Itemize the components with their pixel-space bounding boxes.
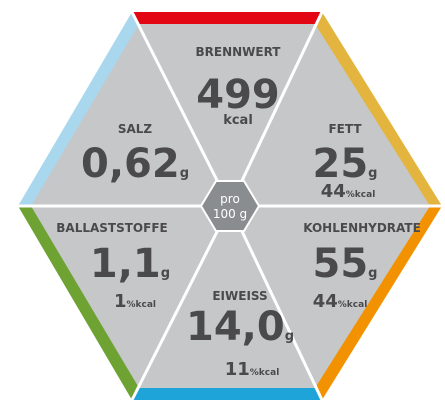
dividers bbox=[18, 11, 442, 401]
label: SALZ bbox=[118, 122, 153, 136]
value: 25g bbox=[313, 141, 378, 187]
label: EIWEISS bbox=[212, 289, 267, 303]
label: BRENNWERT bbox=[196, 45, 282, 59]
percent: 1%kcal bbox=[114, 291, 156, 312]
label: FETT bbox=[328, 122, 362, 136]
center-line1: pro bbox=[220, 192, 240, 206]
center-hexagon bbox=[199, 180, 261, 232]
percent: 44%kcal bbox=[321, 181, 376, 202]
label: KOHLENHYDRATE bbox=[303, 221, 421, 235]
percent: 44%kcal bbox=[313, 291, 368, 312]
value: 14,0g bbox=[186, 304, 294, 350]
value: 55g bbox=[313, 241, 378, 287]
center-line2: 100 g bbox=[213, 207, 247, 221]
percent: 11%kcal bbox=[225, 359, 280, 380]
value: 1,1g bbox=[90, 241, 170, 287]
label: BALLASTSTOFFE bbox=[56, 221, 167, 235]
value: 0,62g bbox=[81, 141, 189, 187]
value: 499 bbox=[196, 72, 280, 118]
unit: kcal bbox=[223, 113, 253, 128]
